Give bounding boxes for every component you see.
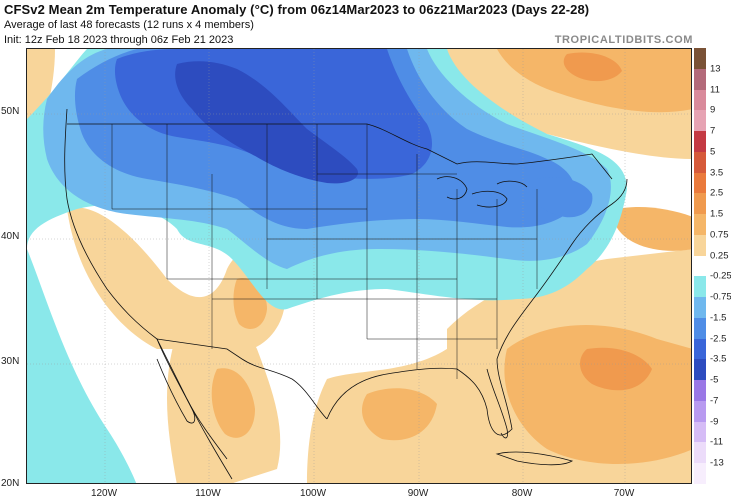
lon-label-110w: 110W	[195, 488, 221, 499]
colorbar-label: 3.5	[710, 167, 724, 179]
lon-label-100w: 100W	[299, 488, 327, 499]
brand-watermark: TROPICALTIDBITS.COM	[554, 34, 693, 46]
colorbar-label: 0.25	[710, 250, 729, 262]
colorbar-swatch	[694, 110, 706, 132]
colorbar-swatch	[694, 297, 706, 319]
baja-california	[156, 338, 196, 424]
warm-anomaly-mexico-core	[211, 368, 255, 438]
colorbar-label: 0.75	[710, 229, 729, 241]
state-borders	[111, 124, 538, 379]
colorbar-swatch	[694, 380, 706, 402]
colorbar-swatch	[694, 463, 706, 485]
colorbar-swatch	[694, 255, 706, 277]
colorbar	[694, 48, 706, 485]
colorbar-swatch	[694, 276, 706, 298]
lat-label-20n: 20N	[1, 478, 20, 489]
gulf-coast	[326, 178, 628, 436]
colorbar-label: 2.5	[710, 187, 724, 199]
lon-label-80w: 80W	[511, 488, 533, 499]
lat-label-30n: 30N	[1, 356, 20, 367]
colorbar-swatch	[694, 338, 706, 360]
colorbar-label: -0.75	[710, 291, 731, 303]
cold-anomaly-pacific	[27, 249, 137, 483]
warm-anomaly-nova-scotia	[613, 207, 691, 251]
map-subtitle-init: Init: 12z Feb 18 2023 through 06z Feb 21…	[4, 34, 234, 46]
colorbar-label: 11	[710, 84, 720, 96]
colorbar-swatch	[694, 234, 706, 257]
colorbar-label: -1.5	[710, 312, 727, 324]
colorbar-label: -0.25	[710, 270, 731, 282]
cold-anomaly-extreme	[175, 61, 358, 184]
colorbar-swatch	[694, 151, 706, 174]
cuba	[495, 451, 574, 466]
colorbar-swatch	[694, 442, 706, 464]
warm-anomaly-atlantic-max	[580, 347, 652, 391]
lat-label-40n: 40N	[1, 231, 20, 242]
boundaries	[64, 108, 628, 480]
colorbar-label: -7	[710, 395, 719, 407]
colorbar-swatch	[694, 421, 706, 443]
colorbar-swatch	[694, 172, 706, 194]
colorbar-label: -5	[710, 374, 719, 386]
colorbar-swatch	[694, 214, 706, 236]
colorbar-swatch	[694, 359, 706, 381]
colorbar-label: -9	[710, 416, 719, 428]
colorbar-swatch	[694, 89, 706, 111]
lon-label-90w: 90W	[407, 488, 429, 499]
colorbar-label: 9	[710, 104, 716, 116]
colorbar-label: 5	[710, 146, 716, 158]
colorbar-label: 13	[710, 63, 721, 75]
warm-anomaly-labrador-max	[563, 52, 622, 82]
us-mexico-border	[156, 338, 328, 420]
colorbar-label: -2.5	[710, 333, 727, 345]
lon-label-70w: 70W	[613, 488, 635, 499]
map-title: CFSv2 Mean 2m Temperature Anomaly (°C) f…	[4, 2, 590, 17]
us-canada-border	[67, 123, 613, 180]
colorbar-label: -3.5	[710, 353, 727, 365]
anomaly-map	[26, 48, 692, 484]
warm-anomaly-southwest	[67, 207, 286, 349]
colorbar-swatch	[694, 193, 706, 215]
colorbar-label: -13	[710, 457, 724, 469]
great-lakes	[436, 176, 528, 208]
lon-label-120w: 120W	[90, 488, 118, 499]
cold-anomaly-northeast-pocket	[532, 177, 593, 218]
colorbar-label: -11	[710, 436, 724, 448]
colorbar-swatch	[694, 400, 706, 423]
colorbar-swatch	[694, 317, 706, 340]
warm-anomaly-atlantic-core	[504, 325, 691, 464]
colorbar-swatch	[694, 68, 706, 90]
florida-peninsula	[486, 368, 508, 439]
colorbar-label: 1.5	[710, 208, 724, 220]
colorbar-label: 7	[710, 125, 716, 137]
colorbar-swatch	[694, 48, 706, 70]
lat-label-50n: 50N	[1, 106, 20, 117]
colorbar-swatch	[694, 131, 706, 153]
map-subtitle-forecasts: Average of last 48 forecasts (12 runs x …	[4, 19, 254, 31]
warm-anomaly-gulf-core	[362, 388, 437, 441]
